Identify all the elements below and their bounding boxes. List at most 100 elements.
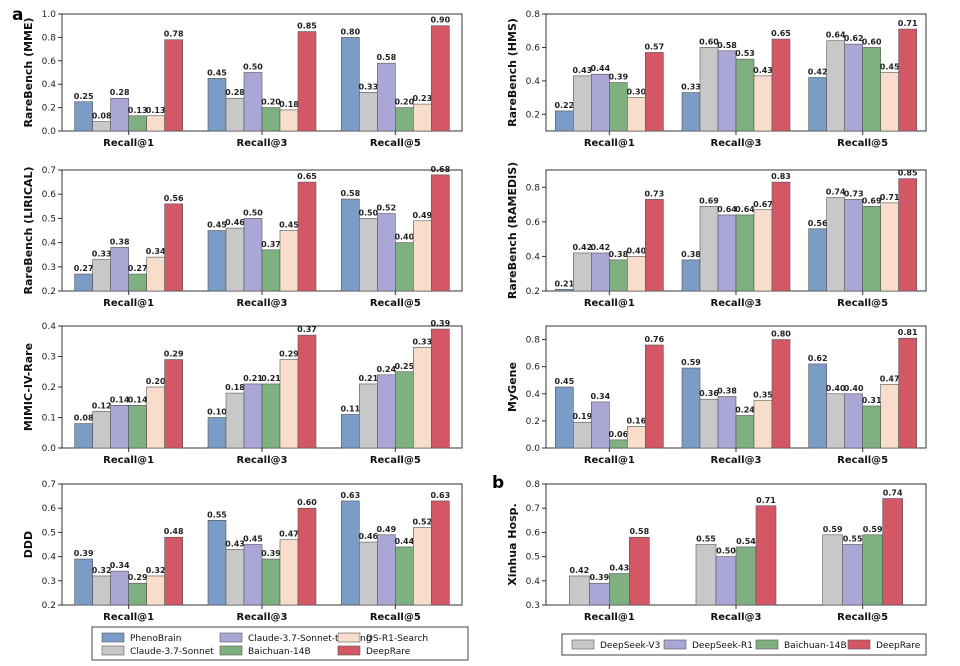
data-label: 0.45 xyxy=(880,63,900,72)
bar xyxy=(555,386,574,449)
data-label: 0.28 xyxy=(225,88,245,97)
bar xyxy=(826,393,845,449)
bar xyxy=(699,206,719,292)
y-axis-label: RareBench (RAMEDIS) xyxy=(506,162,519,299)
data-label: 0.24 xyxy=(735,405,755,414)
data-label: 0.45 xyxy=(279,221,299,230)
bar xyxy=(395,371,414,449)
bar xyxy=(128,115,147,132)
y-tick-label: 0.7 xyxy=(526,504,540,514)
bar xyxy=(826,197,845,292)
bar xyxy=(573,421,592,449)
legend-swatch xyxy=(847,639,871,650)
data-label: 0.59 xyxy=(681,358,701,367)
data-label: 0.76 xyxy=(644,335,664,344)
data-label: 0.59 xyxy=(863,525,883,534)
x-tick-label: Recall@3 xyxy=(711,612,762,623)
bar xyxy=(771,181,791,292)
data-label: 0.69 xyxy=(862,196,882,205)
legend-label: DS-R1-Search xyxy=(366,634,428,644)
data-label: 0.33 xyxy=(412,337,432,346)
data-label: 0.11 xyxy=(340,404,360,413)
bar xyxy=(862,405,881,449)
data-label: 0.45 xyxy=(207,221,227,230)
y-axis-label: RareBench (HMS) xyxy=(506,18,519,127)
y-tick-label: 0.4 xyxy=(42,80,57,90)
data-label: 0.63 xyxy=(340,491,360,500)
data-label: 0.19 xyxy=(572,412,592,421)
data-label: 0.50 xyxy=(716,547,736,556)
y-tick-label: 0.1 xyxy=(42,414,56,424)
bar xyxy=(359,92,378,132)
x-tick-label: Recall@3 xyxy=(237,612,288,623)
bar xyxy=(735,58,755,132)
bar xyxy=(92,411,111,449)
data-label: 0.85 xyxy=(297,22,317,31)
data-label: 0.37 xyxy=(297,325,317,334)
y-tick-label: 0.3 xyxy=(42,353,56,363)
chart-1: 0.0 0.2 0.4 0.6 0.8 1.0 RareBench (MME) 0.25 0.0… xyxy=(22,10,463,149)
y-tick-label: 0.2 xyxy=(42,104,56,114)
bar xyxy=(395,242,414,292)
bar xyxy=(225,97,245,132)
data-label: 0.55 xyxy=(843,535,863,544)
y-tick-label: 0.8 xyxy=(42,33,57,43)
y-tick-label: 0.4 xyxy=(42,322,57,332)
y-axis-label: RareBench (MME) xyxy=(22,17,35,127)
data-label: 0.28 xyxy=(110,88,130,97)
bar xyxy=(377,534,396,606)
bar xyxy=(146,256,165,292)
bar xyxy=(207,417,227,449)
bar xyxy=(359,383,378,449)
data-label: 0.63 xyxy=(430,491,450,500)
y-tick-label: 0.6 xyxy=(42,57,57,67)
data-label: 0.58 xyxy=(340,189,360,198)
data-label: 0.71 xyxy=(898,19,918,28)
data-label: 0.60 xyxy=(297,498,317,507)
data-label: 0.47 xyxy=(279,530,299,539)
bar xyxy=(164,359,183,449)
x-tick-label: Recall@5 xyxy=(837,298,888,309)
data-label: 0.55 xyxy=(207,510,227,519)
bar xyxy=(609,573,630,606)
bar xyxy=(695,544,717,606)
panel-label-b: b xyxy=(492,473,504,493)
bar xyxy=(808,77,827,132)
legend-swatch xyxy=(219,645,243,656)
legend-swatch xyxy=(337,645,361,656)
x-tick-label: Recall@1 xyxy=(103,612,154,623)
bar xyxy=(609,82,628,132)
data-label: 0.43 xyxy=(609,564,629,573)
legend-item: DeepSeek-V3 xyxy=(571,639,660,651)
x-tick-label: Recall@3 xyxy=(237,298,288,309)
bar xyxy=(74,558,93,606)
legend-label: DeepRare xyxy=(366,647,411,657)
data-label: 0.50 xyxy=(358,208,378,217)
bar xyxy=(699,47,719,132)
data-label: 0.53 xyxy=(735,49,755,58)
x-tick-label: Recall@3 xyxy=(711,138,762,149)
bar xyxy=(207,78,227,132)
data-label: 0.06 xyxy=(608,430,628,439)
legend-b: DeepSeek-V3 DeepSeek-R1 Baichuan-14B DeepRa… xyxy=(561,633,927,656)
bar xyxy=(146,386,165,449)
bar xyxy=(128,404,147,449)
y-tick-label: 1.0 xyxy=(42,10,57,20)
data-label: 0.10 xyxy=(207,408,227,417)
data-label: 0.68 xyxy=(430,165,450,174)
legends-group: PhenoBrain Claude-3.7-Sonnet-thinkingDS-R… xyxy=(91,626,927,661)
bar xyxy=(341,198,360,292)
data-label: 0.38 xyxy=(110,237,130,246)
y-tick-label: 0.0 xyxy=(42,444,57,454)
bar xyxy=(898,178,917,292)
bar xyxy=(645,199,664,292)
data-label: 0.60 xyxy=(699,37,719,46)
y-tick-label: 0.2 xyxy=(526,287,540,297)
data-label: 0.43 xyxy=(225,539,245,548)
chart-3: 0.2 0.3 0.4 0.5 0.6 0.7 RareBench (LIRICAL) 0.2… xyxy=(22,165,463,309)
bar xyxy=(92,121,111,132)
y-tick-label: 0.6 xyxy=(526,363,541,373)
bar xyxy=(880,202,899,292)
y-tick-label: 0.8 xyxy=(526,10,541,20)
